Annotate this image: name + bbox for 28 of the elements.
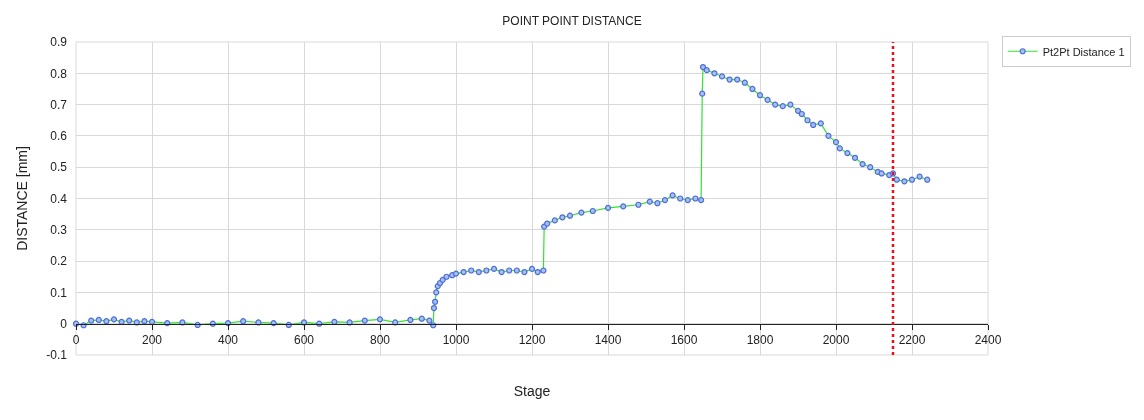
- chart-title: POINT POINT DISTANCE: [502, 14, 642, 29]
- x-tick-label: 2200: [898, 333, 926, 348]
- y-tick-label: 0.9: [50, 35, 68, 50]
- legend-label: Pt2Pt Distance 1: [1042, 45, 1125, 58]
- y-tick-label: 0.2: [50, 254, 68, 269]
- y-tick-label: 0.5: [50, 160, 68, 175]
- x-tick-label: 2000: [822, 333, 850, 348]
- x-tick-label: 1800: [746, 333, 774, 348]
- y-tick-label: 0: [60, 316, 68, 331]
- x-tick-label: 600: [293, 333, 315, 348]
- y-tick-label: 0.4: [50, 191, 68, 206]
- x-tick-label: 400: [217, 333, 239, 348]
- y-tick-label: 0.7: [50, 97, 68, 112]
- x-tick-label: 1200: [518, 333, 546, 348]
- y-tick-label: 0.3: [50, 223, 68, 237]
- x-tick-label: 2400: [974, 333, 1002, 348]
- y-tick-label: 0.6: [50, 129, 68, 144]
- x-tick-label: 800: [369, 333, 391, 348]
- y-tick-label: -0.1: [46, 348, 68, 363]
- x-tick-label: 200: [141, 333, 163, 348]
- x-axis-title: Stage: [513, 383, 551, 400]
- x-tick-label: 1600: [670, 333, 698, 348]
- x-tick-label: 1400: [594, 333, 622, 348]
- y-tick-label: 0.8: [50, 66, 68, 81]
- y-axis-title: DISTANCE [mm]: [13, 146, 30, 251]
- x-tick-label: 1000: [442, 333, 470, 348]
- y-tick-label: 0.1: [50, 285, 68, 300]
- x-tick-label: 0: [72, 333, 80, 348]
